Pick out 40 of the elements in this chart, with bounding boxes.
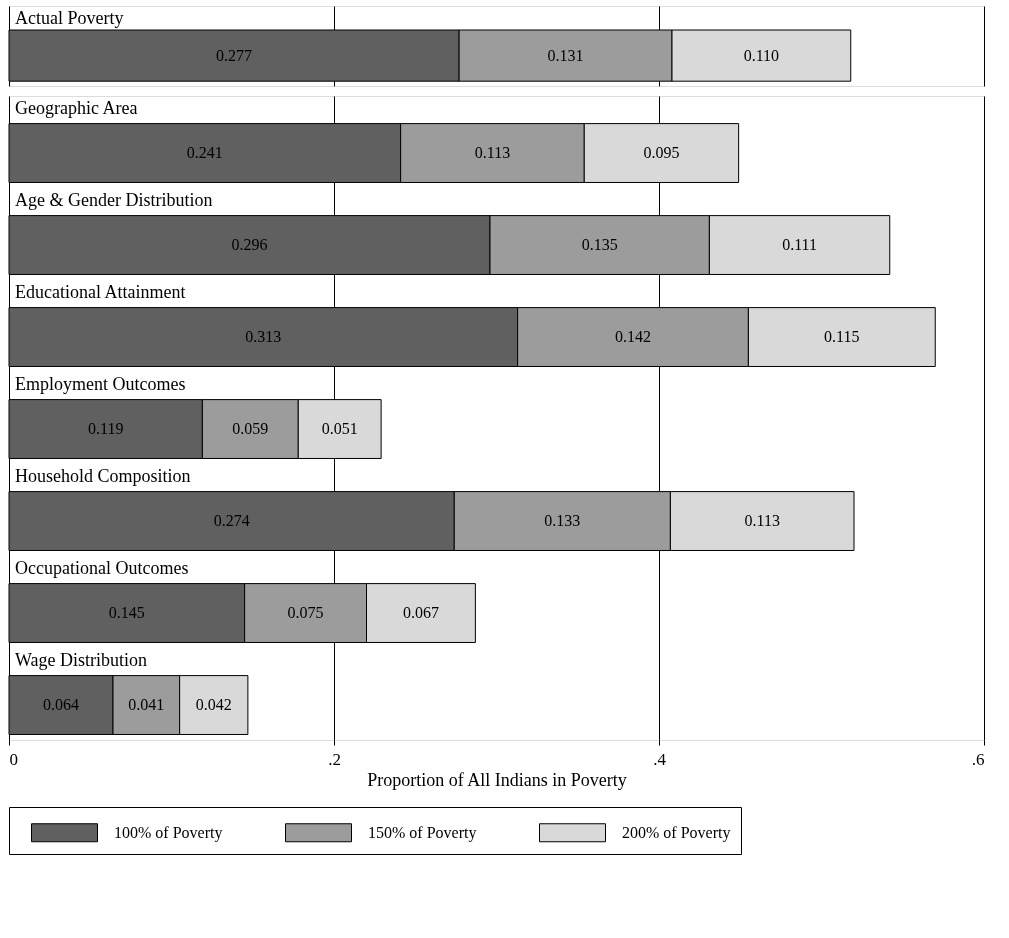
data-label: 0.274 xyxy=(213,512,250,530)
y-tick-label: Geographic Area xyxy=(15,98,138,118)
data-label: 0.051 xyxy=(321,420,358,438)
x-axis-title: Proportion of All Indians in Poverty xyxy=(367,769,627,790)
data-label: 0.042 xyxy=(195,696,232,714)
y-tick-label: Age & Gender Distribution xyxy=(15,190,213,210)
x-tick-label: .6 xyxy=(971,749,985,769)
data-label: 0.142 xyxy=(615,328,651,346)
data-label: 0.059 xyxy=(232,420,269,438)
data-label: 0.067 xyxy=(402,604,439,622)
data-label: 0.119 xyxy=(87,420,124,438)
data-label: 0.115 xyxy=(824,328,860,346)
data-label: 0.313 xyxy=(245,328,282,346)
data-label: 0.113 xyxy=(744,512,780,530)
data-label: 0.296 xyxy=(231,236,268,254)
data-label: 0.133 xyxy=(544,512,581,530)
data-label: 0.145 xyxy=(108,604,145,622)
data-label: 0.110 xyxy=(743,46,780,64)
x-tick-label: .2 xyxy=(328,749,341,769)
data-label: 0.041 xyxy=(128,696,165,714)
data-label: 0.113 xyxy=(474,144,511,162)
data-label: 0.064 xyxy=(43,696,79,714)
y-tick-label: Educational Attainment xyxy=(15,282,186,302)
data-label: 0.075 xyxy=(287,604,324,622)
legend-label: 200% of Poverty xyxy=(622,823,731,842)
y-tick-label: Wage Distribution xyxy=(15,650,148,670)
category-label: Actual Poverty xyxy=(15,8,124,28)
y-tick-label: Household Composition xyxy=(15,466,191,486)
legend-label: 150% of Poverty xyxy=(368,823,477,842)
y-tick-label: Occupational Outcomes xyxy=(15,558,189,578)
y-tick-label: Employment Outcomes xyxy=(15,374,186,394)
data-label: 0.131 xyxy=(547,46,584,64)
data-label: 0.277 xyxy=(216,46,253,64)
x-tick-label: .4 xyxy=(653,749,667,769)
data-label: 0.241 xyxy=(186,144,223,162)
x-tick-label: 0 xyxy=(9,749,18,769)
data-label: 0.095 xyxy=(643,144,680,162)
data-label: 0.135 xyxy=(581,236,618,254)
data-label: 0.111 xyxy=(782,236,817,254)
legend-label: 100% of Poverty xyxy=(114,823,223,842)
